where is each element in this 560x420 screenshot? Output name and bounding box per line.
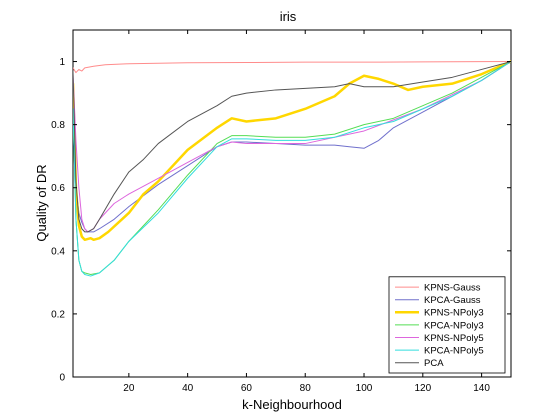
axes: 20 40 60 80 100 120 140 0 0.2 0.4 0.6 0.8 1 [51,30,511,394]
series-layer [73,60,511,277]
legend-label: KPCA-NPoly5 [424,346,484,357]
x-tick-label: 140 [473,383,490,394]
y-tick-label: 0.4 [51,246,65,257]
series-line-kpns-gauss [73,61,511,74]
legend-label: KPNS-Gauss [424,283,481,294]
x-tick-label: 60 [241,383,253,394]
y-tick-label: 0 [59,373,65,384]
legend-label: KPNS-NPoly5 [424,333,484,344]
series-line-kpca-npoly3 [73,61,511,275]
series-line-kpca-npoly5 [73,61,511,277]
series-line-kpns-npoly3 [73,60,511,242]
x-tick-label: 120 [414,383,431,394]
x-tick-label: 40 [182,383,194,394]
legend: KPNS-GaussKPCA-GaussKPNS-NPoly3KPCA-NPol… [388,276,506,374]
series-line-kpns-npoly5 [73,61,511,233]
x-tick-label: 80 [300,383,312,394]
y-tick-label: 0.2 [51,309,65,320]
x-tick-label: 100 [356,383,373,394]
y-tick-label: 1 [59,57,65,68]
legend-label: PCA [424,358,444,369]
series-line-pca [73,61,511,233]
legend-label: KPNS-NPoly3 [424,308,484,319]
x-tick-label: 20 [123,383,135,394]
chart-title: iris [280,9,297,24]
y-tick-label: 0.6 [51,183,65,194]
legend-label: KPCA-NPoly3 [424,320,484,331]
legend-label: KPCA-Gauss [424,295,481,306]
x-axis-title: k-Neighbourhood [242,397,342,412]
y-axis-title: Quality of DR [34,164,49,241]
y-tick-label: 0.8 [51,120,65,131]
